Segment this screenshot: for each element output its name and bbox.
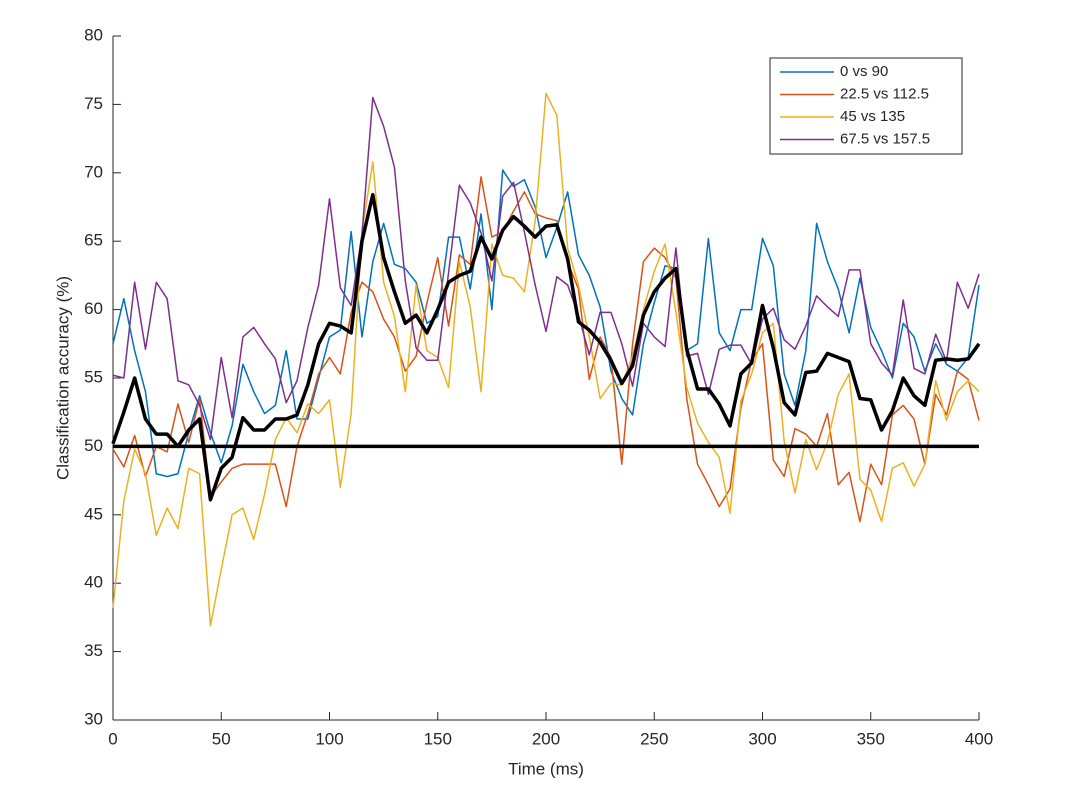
x-tick-label: 350 <box>857 729 885 748</box>
series-line <box>112 92 980 627</box>
mean-line <box>111 192 981 502</box>
x-tick-label: 200 <box>532 729 560 748</box>
y-tick-label: 40 <box>84 573 103 592</box>
x-tick-label: 50 <box>212 729 231 748</box>
series-line <box>112 96 980 441</box>
y-tick-label: 45 <box>84 504 103 523</box>
y-axis-label: Classification accuracy (%) <box>53 276 72 480</box>
series-line <box>112 169 980 478</box>
y-tick-label: 60 <box>84 299 103 318</box>
y-tick-label: 65 <box>84 231 103 250</box>
y-tick-label: 30 <box>84 709 103 728</box>
legend-label: 67.5 vs 157.5 <box>840 130 930 147</box>
legend-label: 45 vs 135 <box>840 108 905 125</box>
y-tick-label: 55 <box>84 367 103 386</box>
x-tick-label: 100 <box>315 729 343 748</box>
y-tick-label: 75 <box>84 94 103 113</box>
series-line <box>112 176 980 523</box>
legend: 0 vs 90 22.5 vs 112.5 45 vs 135 67.5 vs 157… <box>769 57 963 155</box>
x-tick-label: 150 <box>424 729 452 748</box>
y-tick-label: 80 <box>84 25 103 44</box>
x-axis-label: Time (ms) <box>508 759 584 778</box>
x-tick-label: 300 <box>748 729 776 748</box>
y-tick-label: 35 <box>84 641 103 660</box>
legend-label: 22.5 vs 112.5 <box>840 85 929 102</box>
legend-label: 0 vs 90 <box>840 63 888 80</box>
y-tick-label: 70 <box>84 162 103 181</box>
x-tick-label: 0 <box>108 729 117 748</box>
x-tick-label: 400 <box>965 729 993 748</box>
x-tick-label: 250 <box>640 729 668 748</box>
y-tick-label: 50 <box>84 436 103 455</box>
legend-box <box>769 57 963 155</box>
